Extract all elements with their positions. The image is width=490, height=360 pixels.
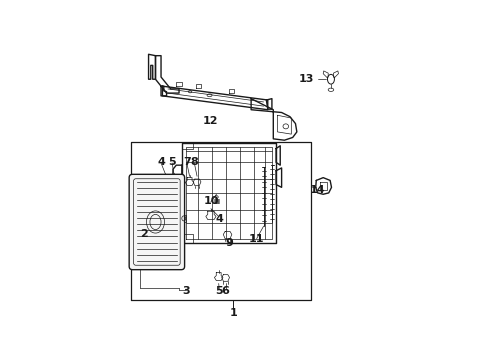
Text: 14: 14 [310, 185, 325, 195]
Text: 3: 3 [182, 286, 190, 296]
Text: 2: 2 [141, 229, 148, 239]
Text: 9: 9 [225, 238, 233, 248]
Text: 1: 1 [229, 308, 237, 318]
Text: 12: 12 [203, 116, 219, 126]
Text: 4: 4 [157, 157, 165, 167]
Text: 10: 10 [203, 196, 219, 206]
Text: 11: 11 [249, 234, 265, 244]
FancyBboxPatch shape [129, 174, 185, 270]
Text: 8: 8 [191, 157, 198, 167]
Text: 6: 6 [221, 286, 229, 296]
Text: 5: 5 [216, 286, 223, 296]
Text: 7: 7 [183, 157, 191, 167]
Text: 13: 13 [299, 74, 314, 84]
Text: 5: 5 [168, 157, 176, 167]
Text: 4: 4 [215, 214, 223, 224]
